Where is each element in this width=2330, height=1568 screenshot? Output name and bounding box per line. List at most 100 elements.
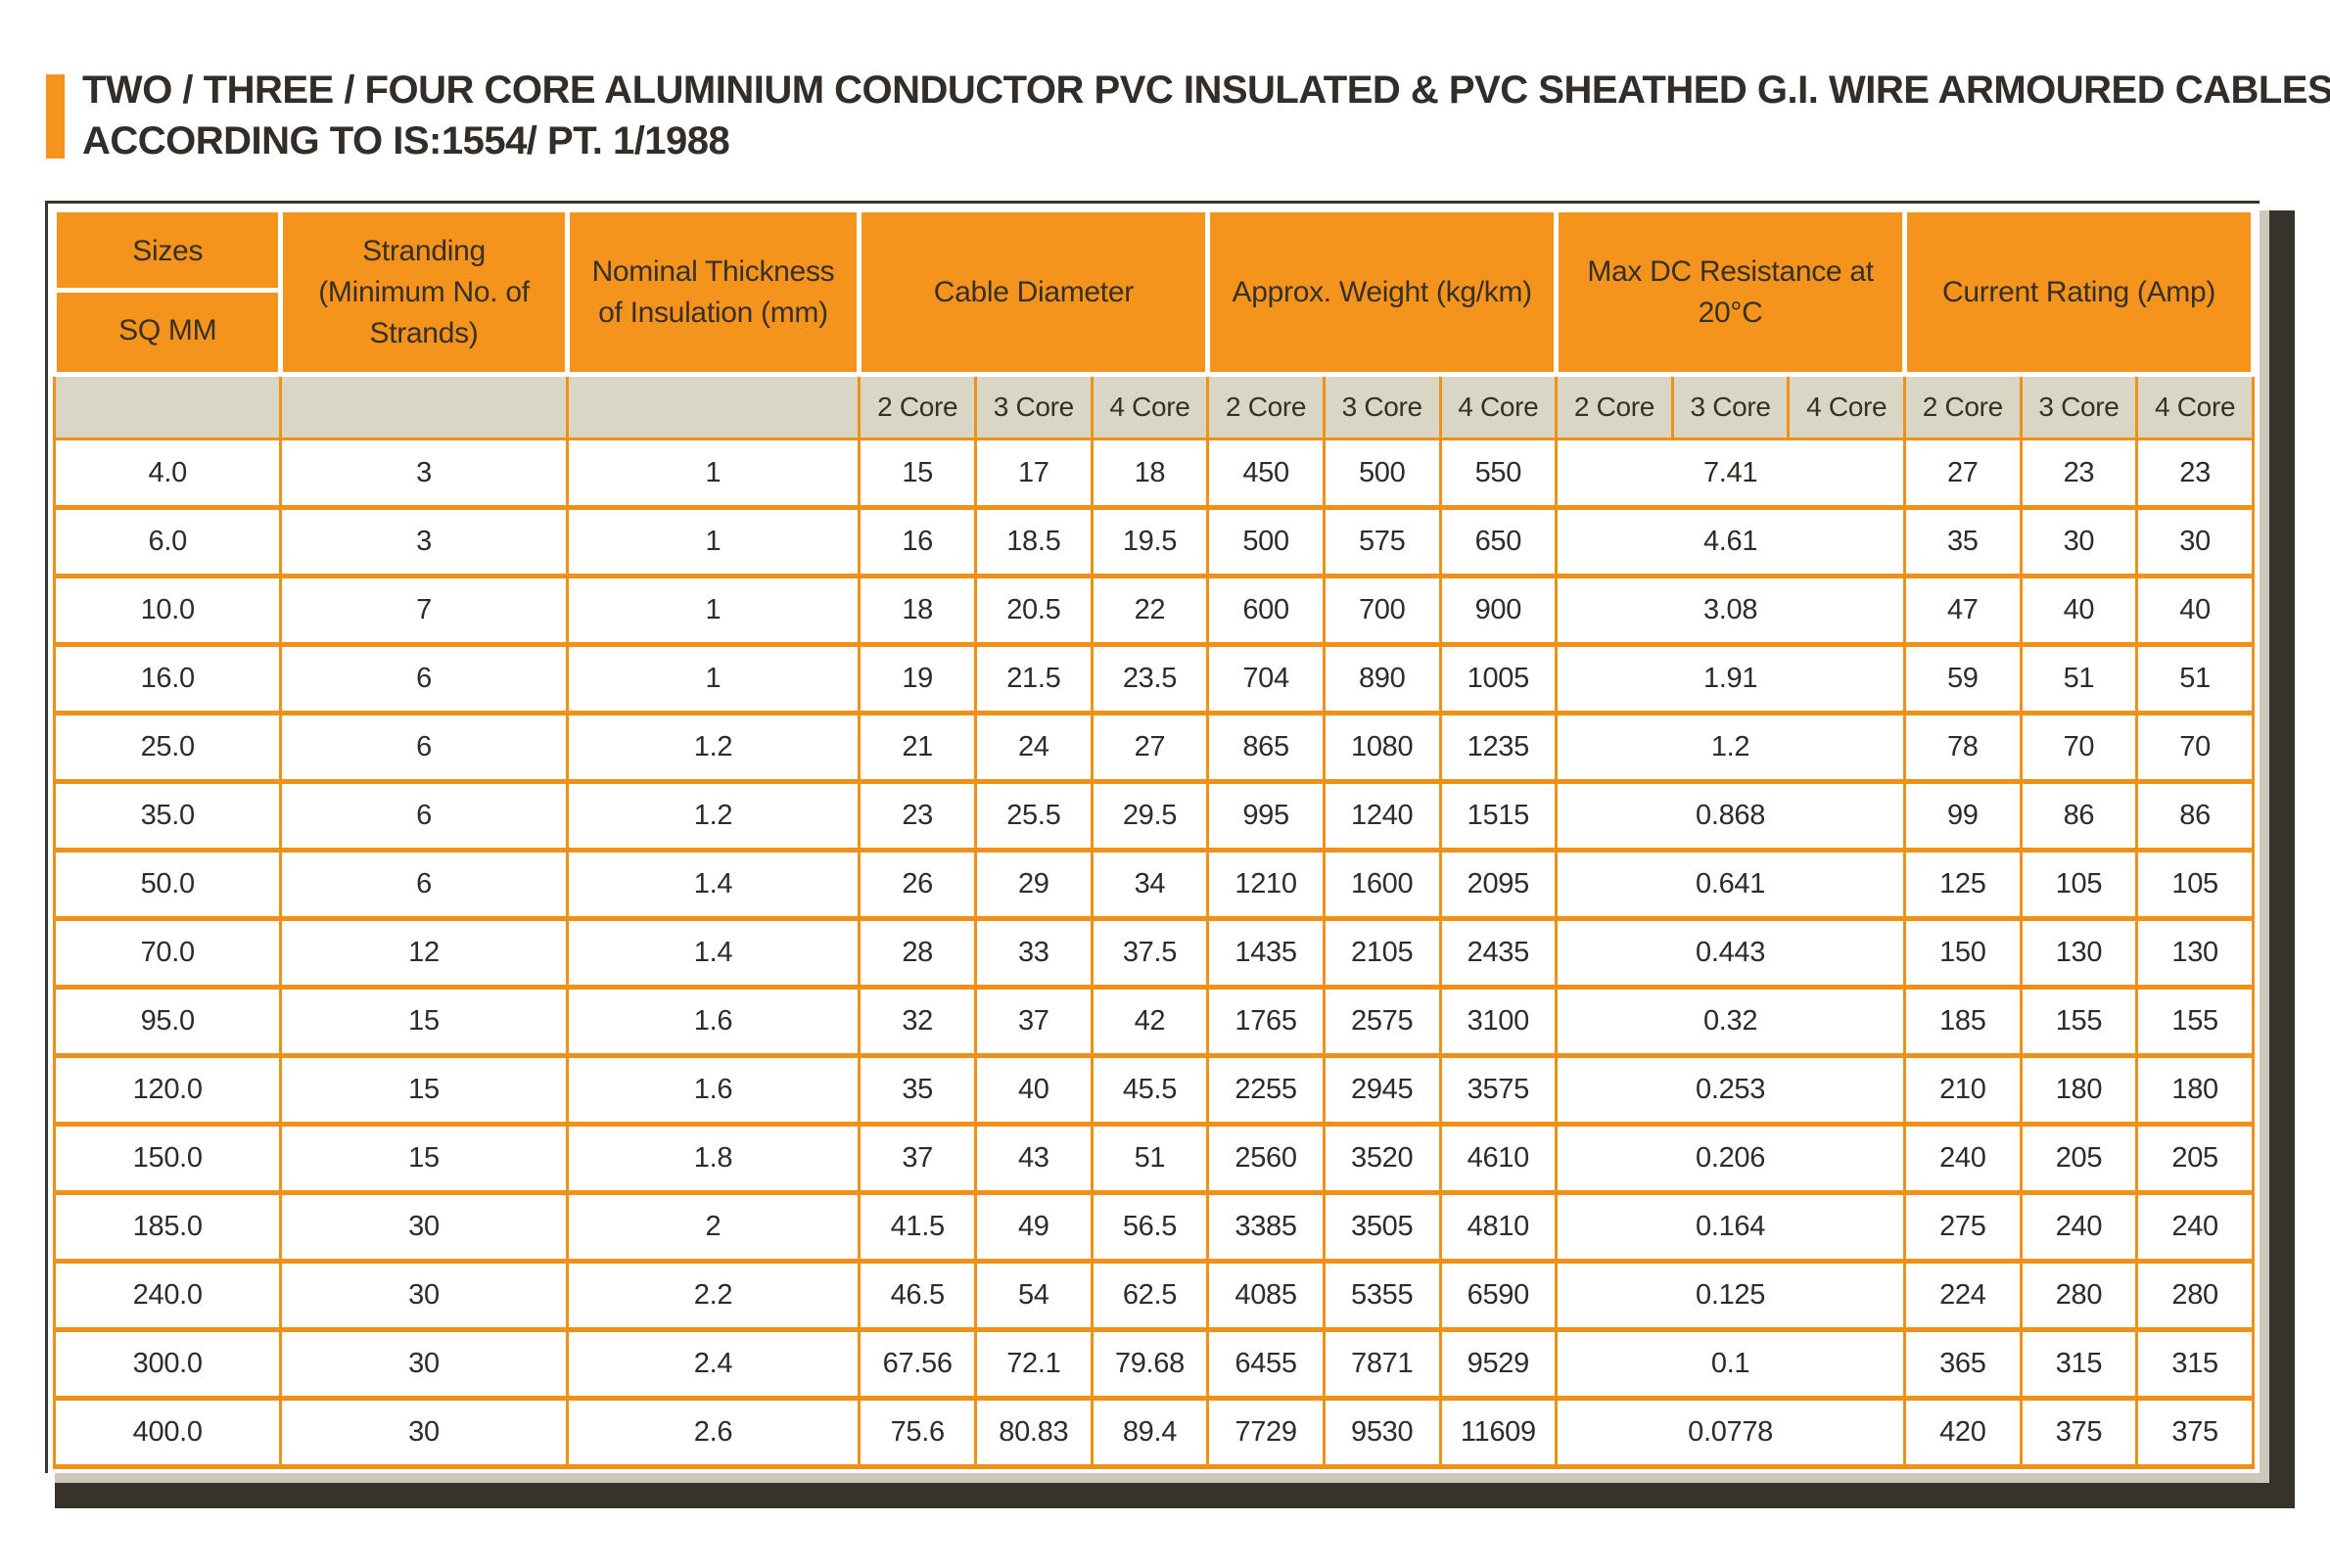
size-cell: 95.0 [52, 986, 283, 1058]
diameter-2core-cell: 21 [858, 712, 977, 784]
current-3core-cell: 180 [2019, 1054, 2139, 1127]
diameter-4core-cell: 45.5 [1090, 1054, 1210, 1127]
weight-2core-cell: 1210 [1206, 849, 1326, 921]
table-row: 95.0 15 1.6 32 37 42 1765 2575 3100 0.32… [52, 986, 2255, 1058]
diameter-2core-cell: 37 [858, 1123, 977, 1195]
table-row: 6.0 3 1 16 18.5 19.5 500 575 650 4.61 35… [52, 506, 2255, 578]
group-header-row: Sizes SQ MM Stranding (Minimum No. of St… [51, 208, 2256, 377]
size-cell: 6.0 [52, 506, 283, 578]
current-4core-cell: 280 [2135, 1260, 2255, 1332]
diameter-4core-cell: 29.5 [1090, 780, 1210, 853]
resistance-cell: 0.206 [1555, 1123, 1906, 1195]
subheader-empty-cell [52, 372, 283, 440]
resistance-cell: 0.253 [1555, 1054, 1906, 1127]
thickness-cell: 1 [565, 643, 862, 715]
diameter-3core-cell: 24 [974, 712, 1094, 784]
strands-cell: 30 [279, 1260, 569, 1332]
table-row: 70.0 12 1.4 28 33 37.5 1435 2105 2435 0.… [52, 917, 2255, 990]
weight-4core-cell: 3100 [1438, 986, 1559, 1058]
sizes-split-cell: Sizes SQ MM [57, 215, 279, 370]
page-title-line-2: ACCORDING TO IS:1554/ PT. 1/1988 [82, 119, 730, 162]
subheader-diameter-2core: 2 Core [858, 372, 977, 440]
current-3core-cell: 40 [2019, 575, 2139, 647]
diameter-4core-cell: 23.5 [1090, 643, 1210, 715]
strands-cell: 15 [279, 1054, 569, 1127]
subheader-diameter-3core: 3 Core [974, 372, 1094, 440]
resistance-cell: 0.1 [1555, 1328, 1906, 1401]
title-accent-bar [46, 74, 65, 159]
weight-2core-cell: 2560 [1206, 1123, 1326, 1195]
current-3core-cell: 86 [2019, 780, 2139, 853]
diameter-3core-cell: 20.5 [974, 575, 1094, 647]
weight-2core-cell: 995 [1206, 780, 1326, 853]
thickness-cell: 2.4 [565, 1328, 862, 1401]
current-4core-cell: 240 [2135, 1191, 2255, 1264]
weight-3core-cell: 1240 [1322, 780, 1442, 853]
diameter-2core-cell: 75.6 [858, 1397, 977, 1469]
diameter-2core-cell: 67.56 [858, 1328, 977, 1401]
current-2core-cell: 125 [1903, 849, 2023, 921]
thickness-cell: 1.6 [565, 1054, 862, 1127]
size-cell: 120.0 [52, 1054, 283, 1127]
table-row: 240.0 30 2.2 46.5 54 62.5 4085 5355 6590… [52, 1260, 2255, 1332]
diameter-3core-cell: 18.5 [974, 506, 1094, 578]
strands-cell: 6 [279, 780, 569, 853]
subheader-current-2core: 2 Core [1903, 372, 2023, 440]
size-cell: 4.0 [52, 438, 283, 510]
table-row: 150.0 15 1.8 37 43 51 2560 3520 4610 0.2… [52, 1123, 2255, 1195]
diameter-4core-cell: 51 [1090, 1123, 1210, 1195]
diameter-4core-cell: 22 [1090, 575, 1210, 647]
table-row: 35.0 6 1.2 23 25.5 29.5 995 1240 1515 0.… [52, 780, 2255, 853]
weight-3core-cell: 3505 [1322, 1191, 1442, 1264]
core-subheader-row: 2 Core 3 Core 4 Core 2 Core 3 Core 4 Cor… [52, 372, 2255, 440]
weight-4core-cell: 3575 [1438, 1054, 1559, 1127]
subheader-weight-4core: 4 Core [1438, 372, 1559, 440]
resistance-cell: 0.868 [1555, 780, 1906, 853]
header-nominal-thickness: Nominal Thickness of Insulation (mm) [564, 208, 862, 377]
size-cell: 25.0 [52, 712, 283, 784]
current-2core-cell: 240 [1903, 1123, 2023, 1195]
weight-3core-cell: 5355 [1322, 1260, 1442, 1332]
weight-4core-cell: 650 [1438, 506, 1559, 578]
diameter-4core-cell: 42 [1090, 986, 1210, 1058]
header-stranding: Stranding (Minimum No. of Strands) [278, 208, 570, 377]
current-4core-cell: 205 [2135, 1123, 2255, 1195]
current-2core-cell: 150 [1903, 917, 2023, 990]
current-4core-cell: 86 [2135, 780, 2255, 853]
current-3core-cell: 375 [2019, 1397, 2139, 1469]
weight-2core-cell: 865 [1206, 712, 1326, 784]
strands-cell: 12 [279, 917, 569, 990]
thickness-cell: 1 [565, 506, 862, 578]
weight-2core-cell: 2255 [1206, 1054, 1326, 1127]
current-3core-cell: 105 [2019, 849, 2139, 921]
current-4core-cell: 315 [2135, 1328, 2255, 1401]
thickness-cell: 2.6 [565, 1397, 862, 1469]
weight-2core-cell: 500 [1206, 506, 1326, 578]
strands-cell: 30 [279, 1328, 569, 1401]
current-4core-cell: 105 [2135, 849, 2255, 921]
header-cable-diameter: Cable Diameter [857, 208, 1211, 377]
resistance-cell: 0.0778 [1555, 1397, 1906, 1469]
strands-cell: 15 [279, 986, 569, 1058]
diameter-3core-cell: 40 [974, 1054, 1094, 1127]
resistance-cell: 0.443 [1555, 917, 1906, 990]
size-cell: 300.0 [52, 1328, 283, 1401]
table-row: 300.0 30 2.4 67.56 72.1 79.68 6455 7871 … [52, 1328, 2255, 1401]
strands-cell: 6 [279, 643, 569, 715]
resistance-cell: 7.41 [1555, 438, 1906, 510]
current-2core-cell: 59 [1903, 643, 2023, 715]
thickness-cell: 2 [565, 1191, 862, 1264]
subheader-resistance-2core: 2 Core [1555, 372, 1674, 440]
table-body: 4.0 3 1 15 17 18 450 500 550 7.41 27 23 … [52, 438, 2255, 1469]
current-4core-cell: 40 [2135, 575, 2255, 647]
resistance-cell: 4.61 [1555, 506, 1906, 578]
weight-2core-cell: 600 [1206, 575, 1326, 647]
thickness-cell: 1.4 [565, 849, 862, 921]
weight-3core-cell: 3520 [1322, 1123, 1442, 1195]
weight-2core-cell: 7729 [1206, 1397, 1326, 1469]
current-4core-cell: 130 [2135, 917, 2255, 990]
strands-cell: 3 [279, 506, 569, 578]
diameter-2core-cell: 28 [858, 917, 977, 990]
weight-3core-cell: 2575 [1322, 986, 1442, 1058]
size-cell: 70.0 [52, 917, 283, 990]
